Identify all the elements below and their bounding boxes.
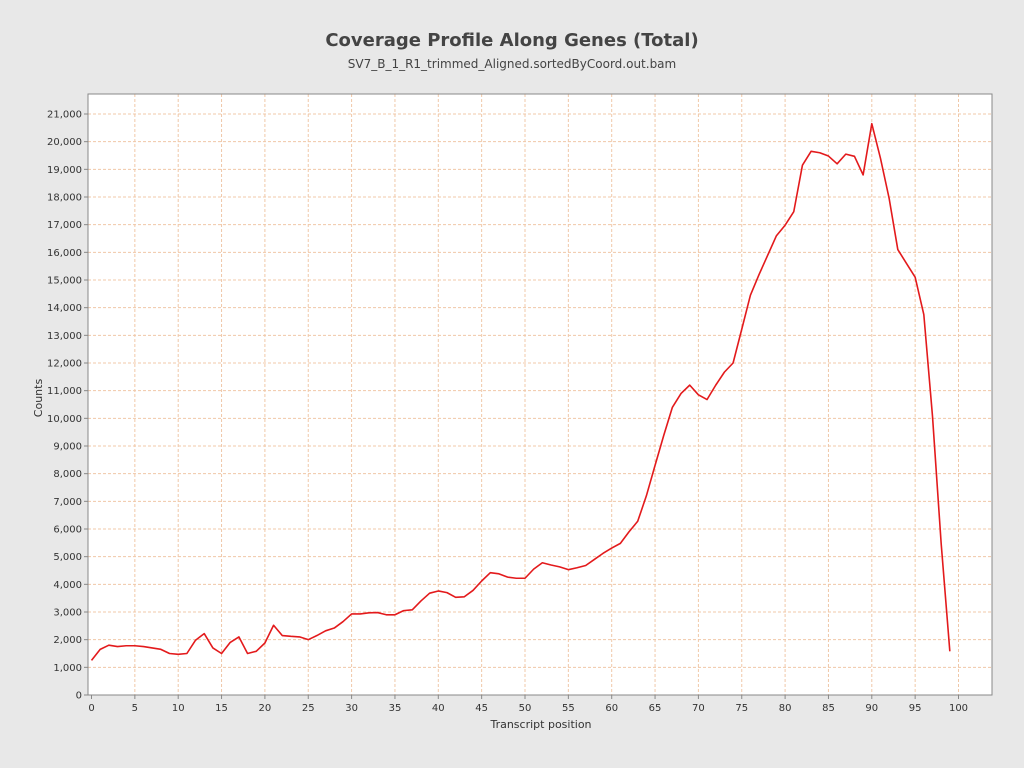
x-tick-label: 5: [132, 703, 138, 714]
y-tick-label: 11,000: [47, 386, 82, 397]
y-tick-label: 1,000: [53, 663, 82, 674]
y-tick-label: 20,000: [47, 137, 82, 148]
x-axis-ticks: 0 5 10 15 20 25 30 35 40 45 50 55 60 65 70 75 80 85 90 95 10…: [88, 695, 968, 714]
plot-area: [88, 94, 992, 695]
chart-title: Coverage Profile Along Genes (Total): [325, 30, 699, 51]
y-tick-label: 4,000: [53, 580, 82, 591]
y-tick-label: 13,000: [47, 331, 82, 342]
plot-border: [87, 93, 993, 696]
series-line: [90, 122, 951, 661]
x-tick-label: 55: [562, 703, 575, 714]
x-tick-label: 70: [692, 703, 705, 714]
y-axis-ticks: 0 1,000 2,000 3,000 4,000 5,000 6,000 7,000 8,00…: [47, 110, 88, 702]
y-tick-label: 9,000: [53, 442, 82, 453]
y-tick-label: 15,000: [47, 276, 82, 287]
x-tick-label: 30: [345, 703, 358, 714]
y-tick-label: 14,000: [47, 303, 82, 314]
x-tick-label: 65: [649, 703, 662, 714]
x-tick-label: 35: [389, 703, 402, 714]
y-tick-label: 21,000: [47, 110, 82, 121]
x-tick-label: 60: [605, 703, 618, 714]
y-tick-label: 7,000: [53, 497, 82, 508]
x-tick-label: 75: [735, 703, 748, 714]
series-layer: [90, 122, 951, 661]
y-tick-label: 12,000: [47, 359, 82, 370]
y-tick-label: 17,000: [47, 220, 82, 231]
x-tick-label: 80: [779, 703, 792, 714]
grid-lines: [88, 94, 992, 695]
y-tick-label: 6,000: [53, 525, 82, 536]
y-tick-label: 0: [76, 691, 82, 702]
x-tick-label: 15: [215, 703, 228, 714]
x-tick-label: 0: [88, 703, 94, 714]
y-tick-label: 16,000: [47, 248, 82, 259]
y-axis-label: Counts: [32, 379, 45, 418]
chart-subtitle: SV7_B_1_R1_trimmed_Aligned.sortedByCoord…: [347, 57, 677, 71]
y-tick-label: 2,000: [53, 635, 82, 646]
y-tick-label: 19,000: [47, 165, 82, 176]
y-tick-label: 5,000: [53, 552, 82, 563]
x-tick-label: 90: [865, 703, 878, 714]
y-tick-label: 3,000: [53, 608, 82, 619]
x-axis-label: Transcript position: [489, 718, 591, 731]
x-tick-label: 85: [822, 703, 835, 714]
x-tick-label: 95: [909, 703, 922, 714]
x-tick-label: 10: [172, 703, 185, 714]
y-tick-label: 10,000: [47, 414, 82, 425]
y-tick-label: 18,000: [47, 193, 82, 204]
x-tick-label: 40: [432, 703, 445, 714]
x-tick-label: 45: [475, 703, 488, 714]
x-tick-label: 25: [302, 703, 315, 714]
x-tick-label: 100: [949, 703, 968, 714]
x-tick-label: 20: [259, 703, 272, 714]
x-tick-label: 50: [519, 703, 532, 714]
y-tick-label: 8,000: [53, 469, 82, 480]
